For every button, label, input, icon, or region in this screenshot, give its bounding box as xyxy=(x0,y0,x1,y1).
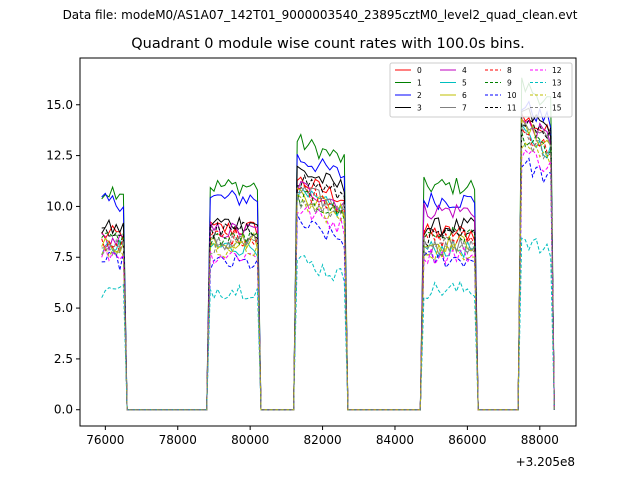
series-line-4 xyxy=(101,118,555,411)
y-tick-label: 0.0 xyxy=(54,403,73,417)
x-tick-label: 82000 xyxy=(303,433,341,447)
x-offset-label: +3.205e8 xyxy=(516,455,575,469)
series-line-0 xyxy=(101,113,555,411)
series-line-2 xyxy=(101,100,555,411)
y-tick-label: 5.0 xyxy=(54,301,73,315)
legend-label: 9 xyxy=(507,79,512,88)
y-tick-label: 7.5 xyxy=(54,250,73,264)
legend-label: 13 xyxy=(552,79,562,88)
series-line-12 xyxy=(101,149,555,411)
legend-label: 6 xyxy=(462,91,467,100)
x-tick-label: 86000 xyxy=(448,433,486,447)
legend-label: 2 xyxy=(417,91,422,100)
data-file-suptitle: Data file: modeM0/AS1A07_142T01_90000035… xyxy=(62,8,578,22)
legend-label: 0 xyxy=(417,66,422,75)
y-tick-label: 2.5 xyxy=(54,352,73,366)
legend-label: 10 xyxy=(507,91,517,100)
series-line-10 xyxy=(101,157,555,411)
series-line-9 xyxy=(101,131,555,411)
axes-frame xyxy=(79,57,577,427)
y-axis-ticks: 0.0 2.5 5.0 7.5 10.0 12.5 15.0 xyxy=(46,98,80,417)
x-axis-ticks: 76000 78000 80000 82000 84000 86000 88000 xyxy=(86,426,559,447)
chart-title: Quadrant 0 module wise count rates with … xyxy=(131,36,525,52)
series-line-1 xyxy=(101,77,555,411)
legend-label: 5 xyxy=(462,79,467,88)
legend-label: 15 xyxy=(552,104,562,113)
x-tick-label: 84000 xyxy=(376,433,414,447)
plot-lines xyxy=(101,77,555,411)
legend-label: 14 xyxy=(552,91,562,100)
legend-label: 1 xyxy=(417,79,422,88)
series-line-15 xyxy=(101,127,555,411)
series-line-7 xyxy=(101,122,555,411)
legend-label: 3 xyxy=(417,104,422,113)
y-tick-label: 10.0 xyxy=(46,199,73,213)
series-line-6 xyxy=(101,117,555,411)
legend-label: 11 xyxy=(507,104,517,113)
legend-label: 12 xyxy=(552,66,562,75)
series-line-8 xyxy=(101,127,555,411)
legend-label: 8 xyxy=(507,66,512,75)
x-tick-label: 78000 xyxy=(159,433,197,447)
y-tick-label: 12.5 xyxy=(46,149,73,163)
x-tick-label: 80000 xyxy=(231,433,269,447)
y-tick-label: 15.0 xyxy=(46,98,73,112)
x-tick-label: 88000 xyxy=(521,433,559,447)
legend-label: 4 xyxy=(462,66,467,75)
legend-label: 7 xyxy=(462,104,467,113)
x-tick-label: 76000 xyxy=(86,433,124,447)
series-line-13 xyxy=(101,237,555,411)
series-line-11 xyxy=(101,119,555,411)
legend-box xyxy=(389,62,573,118)
